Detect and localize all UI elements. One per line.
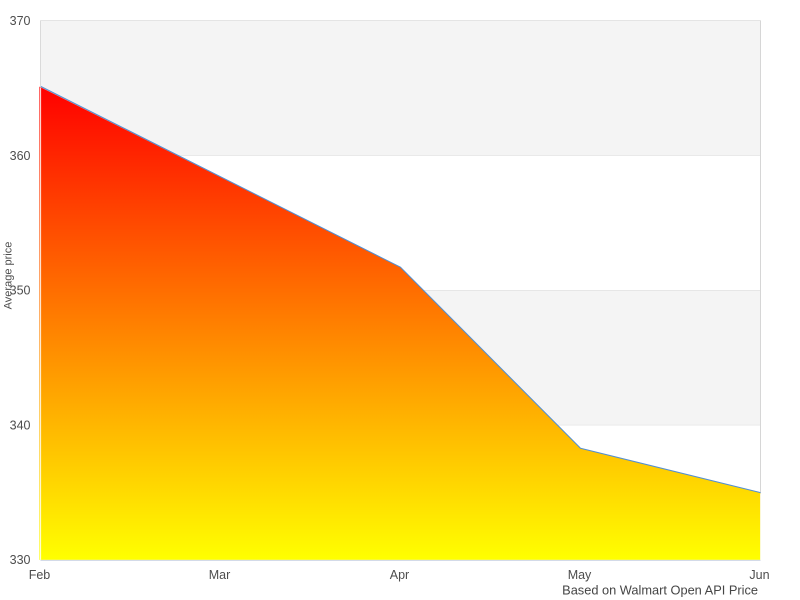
svg-text:340: 340 xyxy=(10,418,31,432)
svg-text:350: 350 xyxy=(10,284,31,298)
svg-text:Based on Walmart Open API Pric: Based on Walmart Open API Price xyxy=(562,583,758,598)
svg-text:Feb: Feb xyxy=(29,568,51,582)
svg-text:330: 330 xyxy=(10,553,31,567)
svg-text:Apr: Apr xyxy=(390,568,409,582)
svg-text:370: 370 xyxy=(10,14,31,28)
svg-text:Mar: Mar xyxy=(209,568,231,582)
svg-text:Average price: Average price xyxy=(3,242,15,310)
svg-text:Jun: Jun xyxy=(749,568,769,582)
svg-text:360: 360 xyxy=(10,149,31,163)
svg-text:May: May xyxy=(568,568,592,582)
